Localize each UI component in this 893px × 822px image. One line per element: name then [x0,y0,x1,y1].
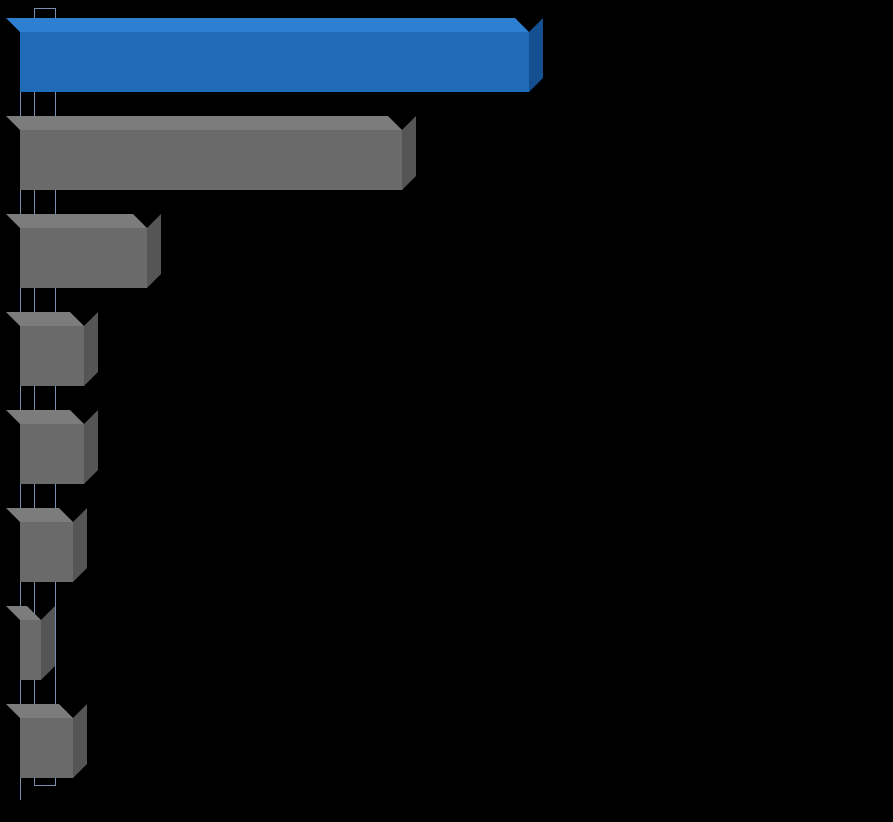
bar-1 [20,116,416,190]
bar-top-face [6,214,147,228]
bar-front-face [20,32,529,92]
bar-top-face [6,508,73,522]
bar-2 [20,214,161,288]
bar-top-face [6,18,529,32]
bar-front-face [20,620,41,680]
bar-front-face [20,522,73,582]
bar-0 [20,18,543,92]
bar-side-face [41,606,55,680]
bar-7 [20,704,87,778]
bar-4 [20,410,98,484]
bar-3 [20,312,98,386]
bar-side-face [402,116,416,190]
bar-front-face [20,228,147,288]
bar-side-face [84,410,98,484]
bar-side-face [84,312,98,386]
bar-chart [14,8,764,808]
bar-top-face [6,116,402,130]
bar-front-face [20,130,402,190]
bar-front-face [20,326,84,386]
bar-side-face [529,18,543,92]
bar-6 [20,606,55,680]
bar-front-face [20,718,73,778]
bar-side-face [73,704,87,778]
bar-top-face [6,704,73,718]
bar-5 [20,508,87,582]
bar-front-face [20,424,84,484]
bar-top-face [6,410,84,424]
bar-top-face [6,606,41,620]
bar-top-face [6,312,84,326]
bar-side-face [73,508,87,582]
bar-side-face [147,214,161,288]
